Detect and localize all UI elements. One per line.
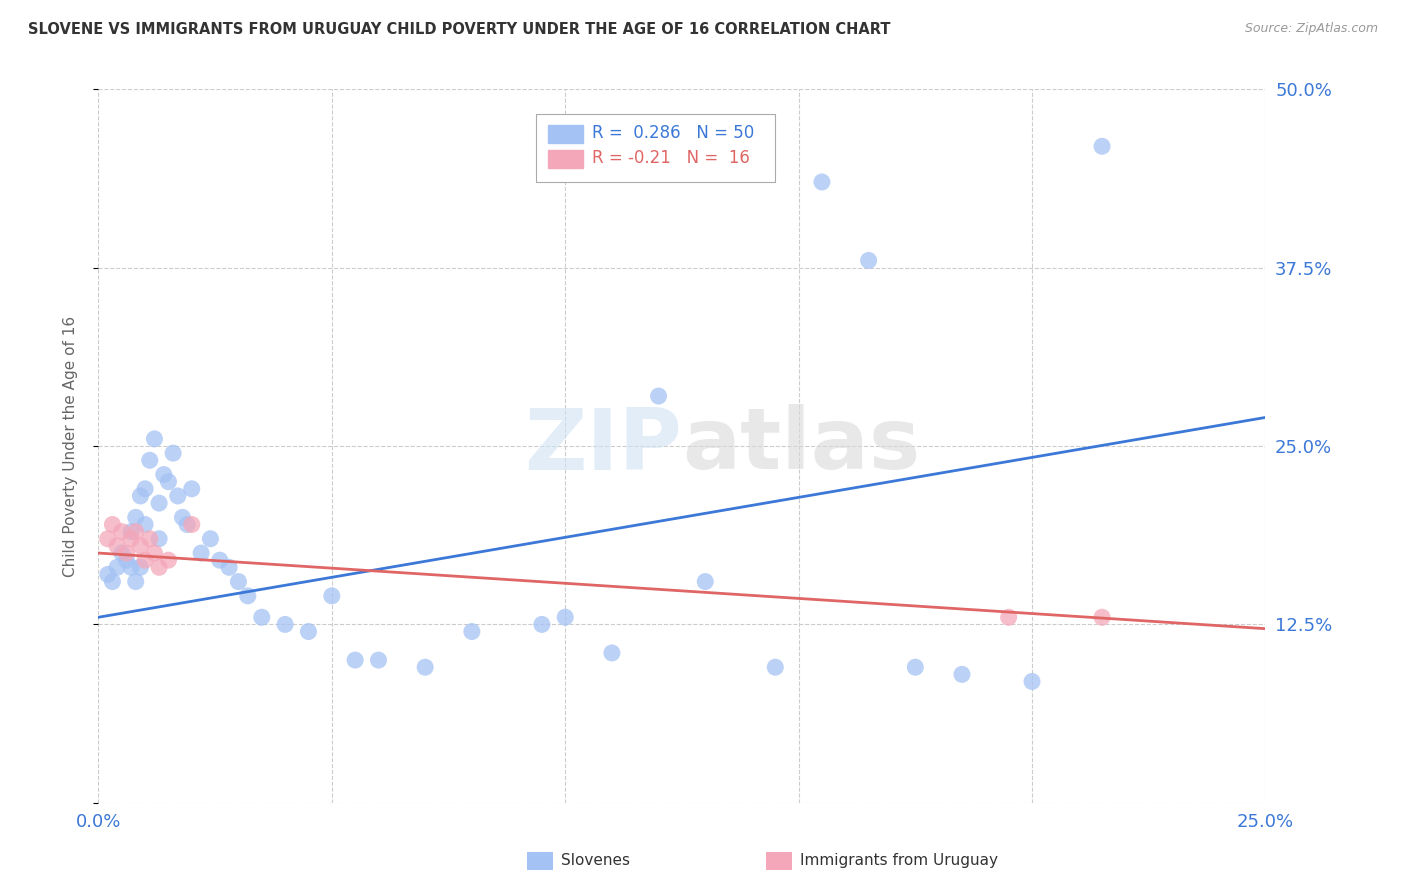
Point — [344, 653, 367, 667]
Point — [157, 475, 180, 489]
Point — [134, 517, 156, 532]
Point — [152, 467, 174, 482]
Point — [111, 524, 134, 539]
Text: R =  0.286   N = 50: R = 0.286 N = 50 — [592, 125, 754, 143]
Point — [950, 667, 973, 681]
Text: ZIP: ZIP — [524, 404, 682, 488]
Point — [367, 653, 389, 667]
Point — [139, 453, 162, 467]
Point — [297, 624, 319, 639]
Y-axis label: Child Poverty Under the Age of 16: Child Poverty Under the Age of 16 — [63, 316, 77, 576]
FancyBboxPatch shape — [536, 114, 775, 182]
Text: Slovenes: Slovenes — [561, 854, 630, 868]
Point — [125, 524, 148, 539]
Point — [274, 617, 297, 632]
Point — [148, 532, 170, 546]
Point — [904, 660, 927, 674]
Point — [695, 574, 717, 589]
Point — [125, 510, 148, 524]
Point — [143, 432, 166, 446]
Point — [125, 574, 148, 589]
Text: R = -0.21   N =  16: R = -0.21 N = 16 — [592, 150, 749, 168]
Point — [162, 446, 184, 460]
Point — [105, 539, 128, 553]
Point — [97, 567, 120, 582]
Point — [97, 532, 120, 546]
Point — [148, 560, 170, 574]
Point — [143, 546, 166, 560]
Point — [129, 489, 152, 503]
Point — [115, 553, 138, 567]
Point — [120, 532, 142, 546]
Bar — [548, 150, 582, 168]
Point — [129, 539, 152, 553]
Point — [1021, 674, 1043, 689]
Point — [763, 660, 786, 674]
Point — [139, 532, 162, 546]
Point — [176, 517, 198, 532]
Point — [115, 546, 138, 560]
Bar — [548, 125, 582, 143]
Point — [218, 560, 240, 574]
Point — [172, 510, 194, 524]
Point — [180, 517, 202, 532]
Point — [134, 553, 156, 567]
Text: SLOVENE VS IMMIGRANTS FROM URUGUAY CHILD POVERTY UNDER THE AGE OF 16 CORRELATION: SLOVENE VS IMMIGRANTS FROM URUGUAY CHILD… — [28, 22, 890, 37]
Point — [180, 482, 202, 496]
Point — [600, 646, 623, 660]
Point — [120, 524, 142, 539]
Point — [811, 175, 834, 189]
Text: Source: ZipAtlas.com: Source: ZipAtlas.com — [1244, 22, 1378, 36]
Point — [101, 574, 124, 589]
Point — [236, 589, 259, 603]
Point — [105, 560, 128, 574]
Point — [148, 496, 170, 510]
Point — [190, 546, 212, 560]
Point — [413, 660, 436, 674]
Point — [120, 560, 142, 574]
Point — [134, 482, 156, 496]
Point — [208, 553, 231, 567]
Point — [1091, 139, 1114, 153]
Text: Immigrants from Uruguay: Immigrants from Uruguay — [800, 854, 998, 868]
Point — [166, 489, 188, 503]
Point — [111, 546, 134, 560]
Point — [554, 610, 576, 624]
Point — [157, 553, 180, 567]
Point — [228, 574, 250, 589]
Point — [858, 253, 880, 268]
Point — [250, 610, 273, 624]
Point — [321, 589, 343, 603]
Point — [647, 389, 669, 403]
Point — [461, 624, 484, 639]
Point — [200, 532, 222, 546]
Text: atlas: atlas — [682, 404, 920, 488]
Point — [101, 517, 124, 532]
Point — [530, 617, 553, 632]
Point — [997, 610, 1019, 624]
Point — [129, 560, 152, 574]
Point — [1091, 610, 1114, 624]
